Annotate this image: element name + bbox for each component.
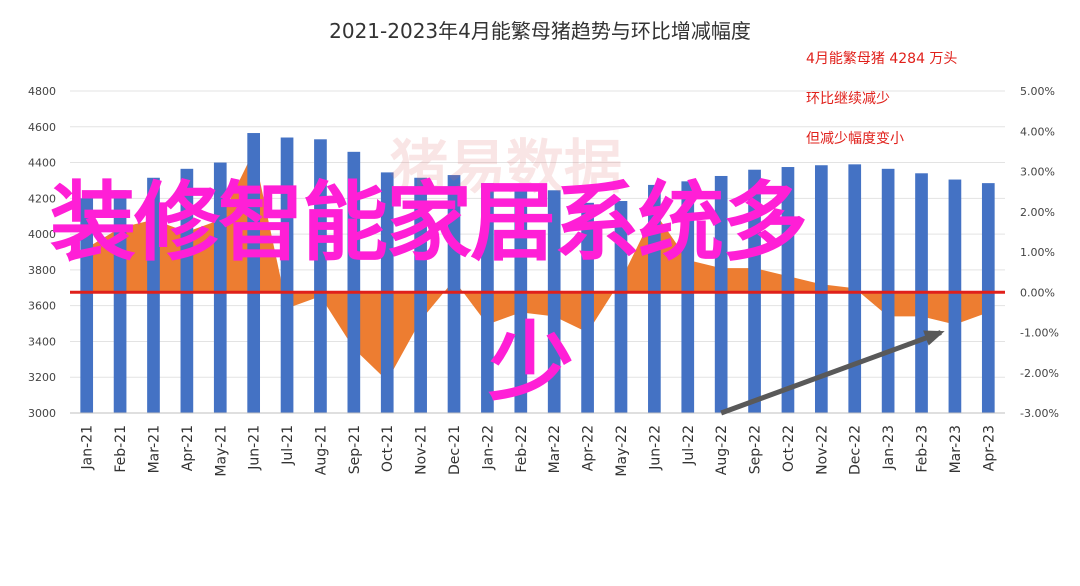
x-tick-label: Mar-23 (948, 425, 964, 473)
left-tick-label: 3800 (28, 264, 56, 277)
x-tick-label: Feb-21 (113, 425, 129, 473)
x-tick-label: Jun-21 (247, 425, 263, 471)
x-tick-label: Oct-22 (781, 425, 797, 472)
annotation-3: 但减少幅度变小 (806, 131, 904, 147)
bar (481, 183, 494, 413)
x-tick-label: Feb-23 (915, 425, 931, 473)
bar (581, 202, 594, 413)
right-tick-label: 0.00% (1020, 286, 1055, 299)
bar (414, 177, 427, 413)
right-tick-label: 3.00% (1020, 166, 1055, 179)
annotations: 4月能繁母猪 4284 万头 环比继续减少 但减少幅度变小 (806, 51, 957, 147)
x-tick-label: May-22 (614, 425, 630, 477)
right-tick-label: -1.00% (1020, 327, 1059, 340)
x-tick-label: Apr-21 (180, 425, 196, 471)
left-tick-label: 4400 (28, 157, 56, 170)
x-tick-label: Jan-21 (80, 425, 96, 470)
right-tick-label: 5.00% (1020, 85, 1055, 98)
right-tick-label: 4.00% (1020, 125, 1055, 138)
right-axis: -3.00% -2.00% -1.00% 0.00% 1.00% 2.00% 3.00% 4.… (1020, 85, 1059, 420)
area-series-shape (86, 151, 989, 381)
left-tick-label: 3400 (28, 335, 56, 348)
x-tick-label: Mar-22 (547, 425, 563, 473)
bar (347, 151, 361, 414)
right-tick-label: -3.00% (1020, 407, 1059, 420)
x-tick-label: Feb-22 (514, 425, 530, 473)
arrow-shaft (720, 330, 942, 416)
x-tick-label: Sep-22 (748, 425, 764, 474)
x-tick-label: Nov-22 (814, 425, 830, 475)
bar (314, 139, 327, 414)
x-axis: Jan-21 Feb-21 Mar-21 Apr-21 May-21 Jun-21 Jul-… (70, 412, 1005, 477)
x-tick-label: Jul-22 (681, 425, 697, 466)
bar (648, 184, 661, 413)
x-tick-label: Jan-23 (881, 425, 897, 470)
x-tick-label: Sep-21 (347, 425, 363, 474)
right-tick-label: 2.00% (1020, 206, 1055, 219)
x-tick-label: Jan-22 (480, 425, 496, 470)
x-tick-label: Dec-22 (848, 425, 864, 475)
trend-arrow (720, 330, 945, 416)
left-tick-label: 3000 (28, 407, 56, 420)
x-tick-label: Dec-21 (447, 425, 463, 475)
x-tick-label: Jul-21 (280, 425, 296, 466)
bar (948, 179, 962, 413)
bar (681, 181, 695, 413)
left-axis: 3000 3200 3400 3600 3800 4000 4200 4400 4600 4800 (28, 85, 56, 420)
bar (981, 183, 995, 413)
bar-series (80, 133, 995, 414)
bar (547, 190, 561, 413)
left-tick-label: 3600 (28, 300, 56, 313)
bar (714, 175, 728, 413)
bar (147, 177, 160, 413)
bar (80, 198, 94, 413)
area-series (86, 151, 989, 381)
bar (213, 162, 227, 413)
left-tick-label: 4800 (28, 85, 56, 98)
bar (848, 164, 862, 413)
x-tick-label: Nov-21 (414, 425, 430, 475)
x-tick-label: May-21 (213, 425, 229, 477)
bar (514, 186, 528, 413)
arrow-head (923, 330, 945, 346)
x-tick-label: Apr-23 (981, 425, 997, 471)
bar (280, 137, 294, 413)
x-tick-label: Aug-22 (714, 425, 730, 475)
right-tick-label: -2.00% (1020, 367, 1059, 380)
bar (247, 133, 261, 414)
left-tick-label: 3200 (28, 371, 56, 384)
bar (113, 190, 127, 413)
x-tick-label: Jun-22 (647, 425, 663, 471)
chart-title: 2021-2023年4月能繁母猪趋势与环比增减幅度 (329, 19, 751, 43)
x-tick-label: Mar-21 (146, 425, 162, 473)
bar (781, 167, 795, 413)
annotation-1: 4月能繁母猪 4284 万头 (806, 51, 957, 67)
x-tick-label: Apr-22 (581, 425, 597, 471)
left-tick-label: 4200 (28, 192, 56, 205)
bar (614, 201, 628, 413)
left-tick-label: 4600 (28, 121, 56, 134)
annotation-2: 环比继续减少 (806, 90, 890, 107)
right-tick-label: 1.00% (1020, 246, 1055, 259)
x-tick-label: Oct-21 (380, 425, 396, 472)
left-tick-label: 4000 (28, 228, 56, 241)
bar (814, 165, 828, 413)
x-tick-label: Aug-21 (313, 425, 329, 475)
bar (447, 175, 461, 413)
